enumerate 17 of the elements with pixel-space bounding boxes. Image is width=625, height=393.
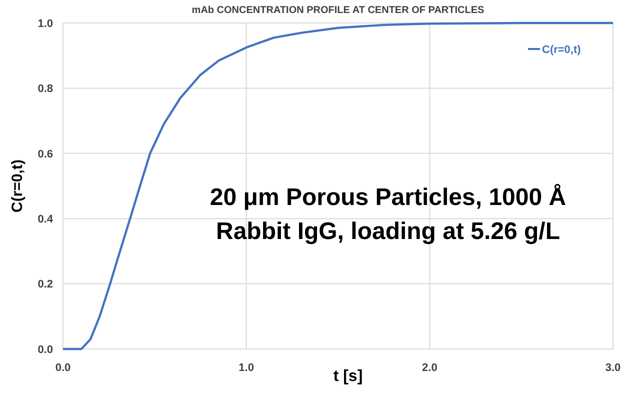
y-tick-label: 0.8: [38, 83, 53, 96]
x-axis-title: t [s]: [333, 368, 363, 385]
legend-label: C(r=0,t): [542, 44, 582, 56]
y-axis-title: C(r=0,t): [9, 160, 26, 212]
x-tick-label: 2.0: [422, 362, 438, 374]
annotation: 20 μm Porous Particles, 1000 Å: [210, 183, 566, 211]
annotation: Rabbit IgG, loading at 5.26 g/L: [216, 218, 560, 245]
y-tick-label: 0.6: [38, 148, 53, 160]
y-tick-label: 0.0: [38, 344, 53, 356]
y-tick-label: 1.0: [38, 18, 53, 30]
x-tick-label: 1.0: [238, 362, 254, 374]
x-tick-label: 3.0: [605, 362, 621, 374]
y-tick-label: 0.2: [38, 278, 53, 291]
line-series: [62, 22, 614, 350]
x-tick-label: 0.0: [55, 362, 71, 374]
chart-title: mAb CONCENTRATION PROFILE AT CENTER OF PARTICLES: [192, 5, 485, 16]
y-tick-label: 0.4: [38, 213, 54, 226]
